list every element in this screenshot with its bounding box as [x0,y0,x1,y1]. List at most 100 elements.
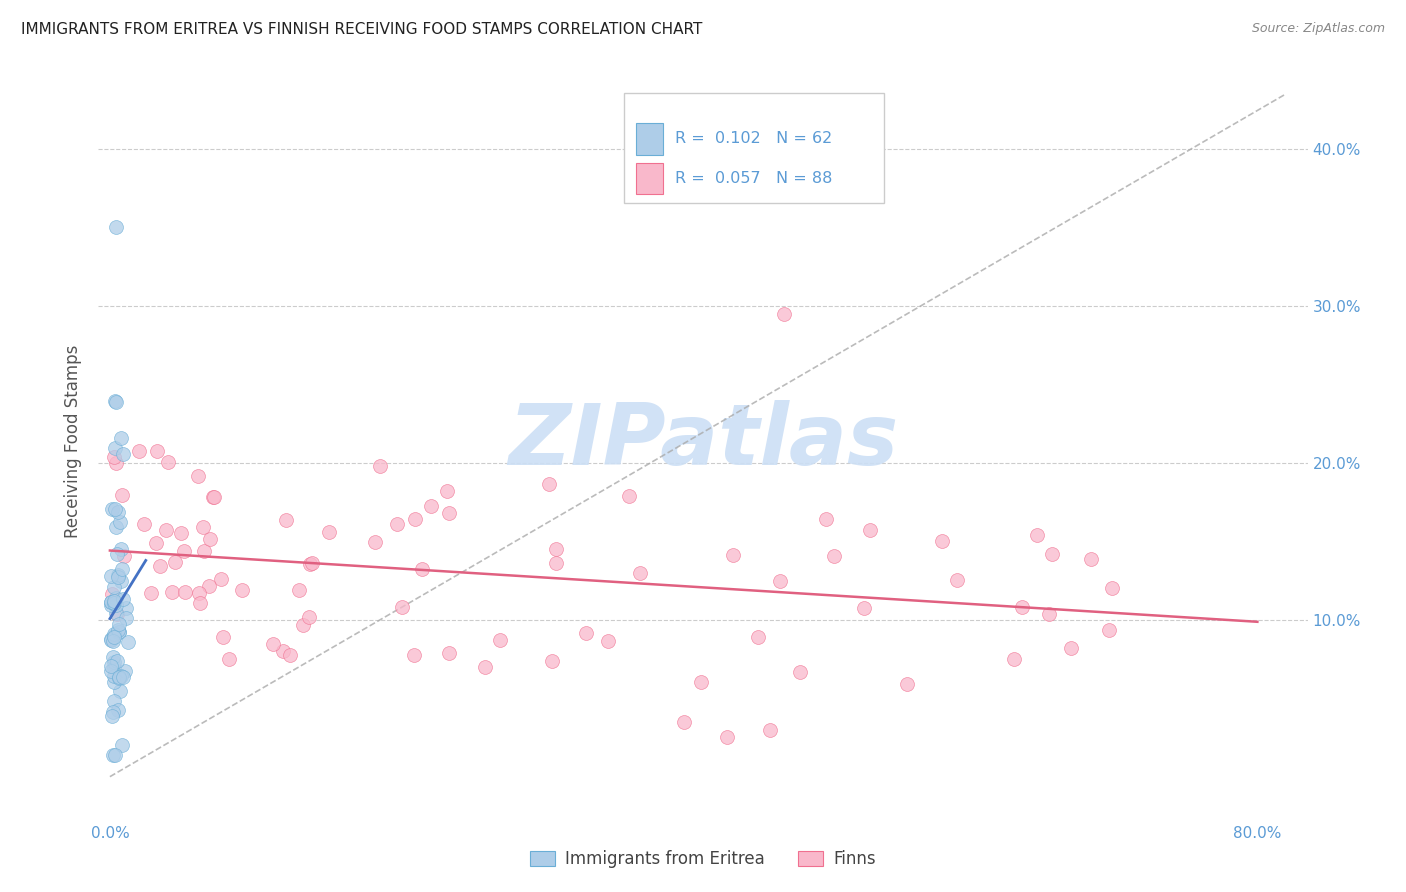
Point [105,220,128,235]
Point [111,562,134,576]
Point [104,442,127,456]
Point [104,502,127,516]
Point [112,549,135,564]
Point [103,655,125,669]
Text: IMMIGRANTS FROM ERITREA VS FINNISH RECEIVING FOOD STAMPS CORRELATION CHART: IMMIGRANTS FROM ERITREA VS FINNISH RECEI… [21,22,703,37]
Text: ZIPatlas: ZIPatlas [508,400,898,483]
Point [544,556,567,570]
Point [104,607,127,621]
Point [188,586,211,600]
Point [544,542,567,557]
Point [273,644,295,658]
Point [212,630,235,644]
Point [103,675,125,690]
Point [488,632,510,647]
Point [193,544,215,558]
Point [747,630,769,644]
Point [103,659,125,673]
Point [108,616,131,631]
Point [107,570,129,584]
Legend: Immigrants from Eritrea, Finns: Immigrants from Eritrea, Finns [523,844,883,875]
Point [103,629,125,643]
Point [540,654,562,668]
Point [107,568,129,582]
Point [110,542,132,557]
Point [100,632,122,647]
Point [104,599,127,613]
Point [231,583,253,598]
Point [105,395,128,409]
Point [103,694,125,708]
Point [439,646,461,660]
Point [107,505,129,519]
Point [114,665,136,679]
Point [107,703,129,717]
Point [1080,552,1102,566]
Point [789,665,811,680]
Point [299,557,322,571]
Point [402,648,425,662]
Y-axis label: Receiving Food Stamps: Receiving Food Stamps [65,345,83,538]
Point [278,648,301,663]
Point [1025,528,1047,542]
Text: Source: ZipAtlas.com: Source: ZipAtlas.com [1251,22,1385,36]
Point [202,491,225,505]
Point [103,596,125,610]
Point [117,635,139,649]
Point [946,574,969,588]
Point [103,669,125,683]
Point [107,654,129,668]
Point [758,723,780,737]
Point [156,455,179,469]
Point [931,533,953,548]
Point [141,585,163,599]
Point [292,618,315,632]
FancyBboxPatch shape [637,123,664,155]
Point [132,516,155,531]
Point [1040,547,1063,561]
Point [852,600,875,615]
Point [104,748,127,763]
Point [112,592,135,607]
Point [145,536,167,550]
Point [368,459,391,474]
Point [773,307,796,321]
Point [209,572,232,586]
Text: R =  0.057   N = 88: R = 0.057 N = 88 [675,171,832,186]
Point [101,705,124,719]
Point [1098,623,1121,637]
Point [174,584,197,599]
Point [104,456,127,470]
Point [387,517,409,532]
Point [105,547,128,561]
Point [105,607,128,621]
Point [115,611,138,625]
Point [101,747,124,762]
Point [111,447,134,461]
Point [538,477,561,491]
FancyBboxPatch shape [637,162,664,194]
Point [1002,652,1025,666]
Point [108,515,131,529]
Point [596,633,619,648]
Point [111,488,134,502]
Point [276,513,298,527]
Point [815,511,838,525]
Point [769,574,792,588]
Point [111,670,134,684]
Point [103,580,125,594]
Point [100,598,122,612]
Point [263,637,285,651]
Point [108,624,131,639]
Point [100,595,122,609]
Point [188,596,211,610]
Point [202,490,225,504]
Point [617,489,640,503]
Point [163,555,186,569]
Point [301,556,323,570]
Point [107,623,129,637]
Point [110,669,132,683]
Point [110,432,132,446]
Point [104,520,127,534]
Point [111,739,134,753]
